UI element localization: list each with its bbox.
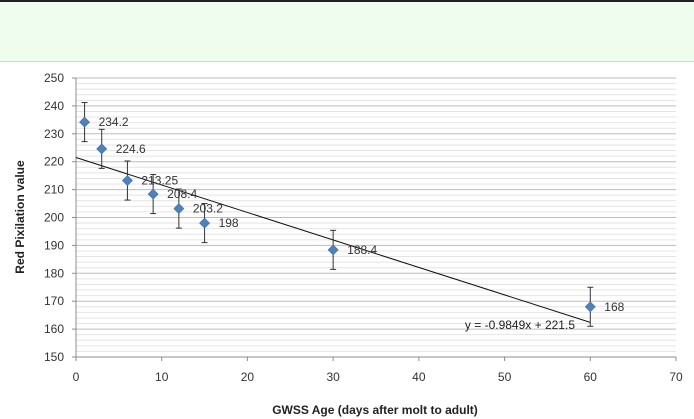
- trendline-equation: y = -0.9849x + 221.5: [465, 318, 575, 332]
- data-point: [122, 175, 133, 186]
- y-tick-label: 200: [44, 211, 64, 225]
- y-tick-label: 240: [44, 99, 64, 113]
- x-tick-label: 30: [326, 370, 340, 384]
- x-axis-title: GWSS Age (days after molt to adult): [272, 403, 478, 417]
- x-tick-label: 20: [241, 370, 255, 384]
- data-label: 213.25: [141, 174, 178, 188]
- y-tick-label: 170: [44, 294, 64, 308]
- y-tick-label: 190: [44, 238, 64, 252]
- data-point: [199, 217, 210, 229]
- data-point: [584, 301, 596, 313]
- y-tick-label: 220: [44, 155, 64, 169]
- data-point: [173, 203, 185, 214]
- y-tick-label: 250: [44, 71, 64, 85]
- data-label: 188.4: [347, 243, 377, 257]
- error-bars: [81, 102, 594, 327]
- data-label: 203.2: [193, 202, 223, 216]
- x-tick-label: 60: [584, 370, 598, 384]
- data-label: 198: [219, 216, 239, 230]
- y-tick-label: 210: [44, 183, 64, 197]
- data-points: [79, 116, 596, 313]
- x-tick-label: 0: [73, 370, 80, 384]
- data-point: [96, 143, 108, 155]
- header-band: [0, 0, 694, 62]
- gridlines: [76, 77, 676, 352]
- data-label: 224.6: [116, 142, 146, 156]
- data-point: [79, 116, 90, 128]
- data-label: 208.4: [167, 187, 197, 201]
- data-point: [147, 188, 159, 200]
- y-tick-label: 180: [44, 266, 64, 280]
- x-tick-label: 70: [669, 370, 683, 384]
- y-tick-label: 160: [44, 322, 64, 336]
- x-tick-label: 10: [155, 370, 169, 384]
- y-axis-title: Red Pixilation value: [13, 160, 27, 274]
- x-tick-label: 50: [498, 370, 512, 384]
- data-point: [327, 244, 339, 256]
- axes: 150 160 170 180 190 200 210 220 230 240 250 0 10 20 30…: [44, 71, 683, 384]
- data-label: 234.2: [99, 115, 129, 129]
- data-label: 168: [604, 300, 624, 314]
- y-tick-label: 230: [44, 127, 64, 141]
- y-tick-label: 150: [44, 350, 64, 364]
- x-tick-label: 40: [412, 370, 426, 384]
